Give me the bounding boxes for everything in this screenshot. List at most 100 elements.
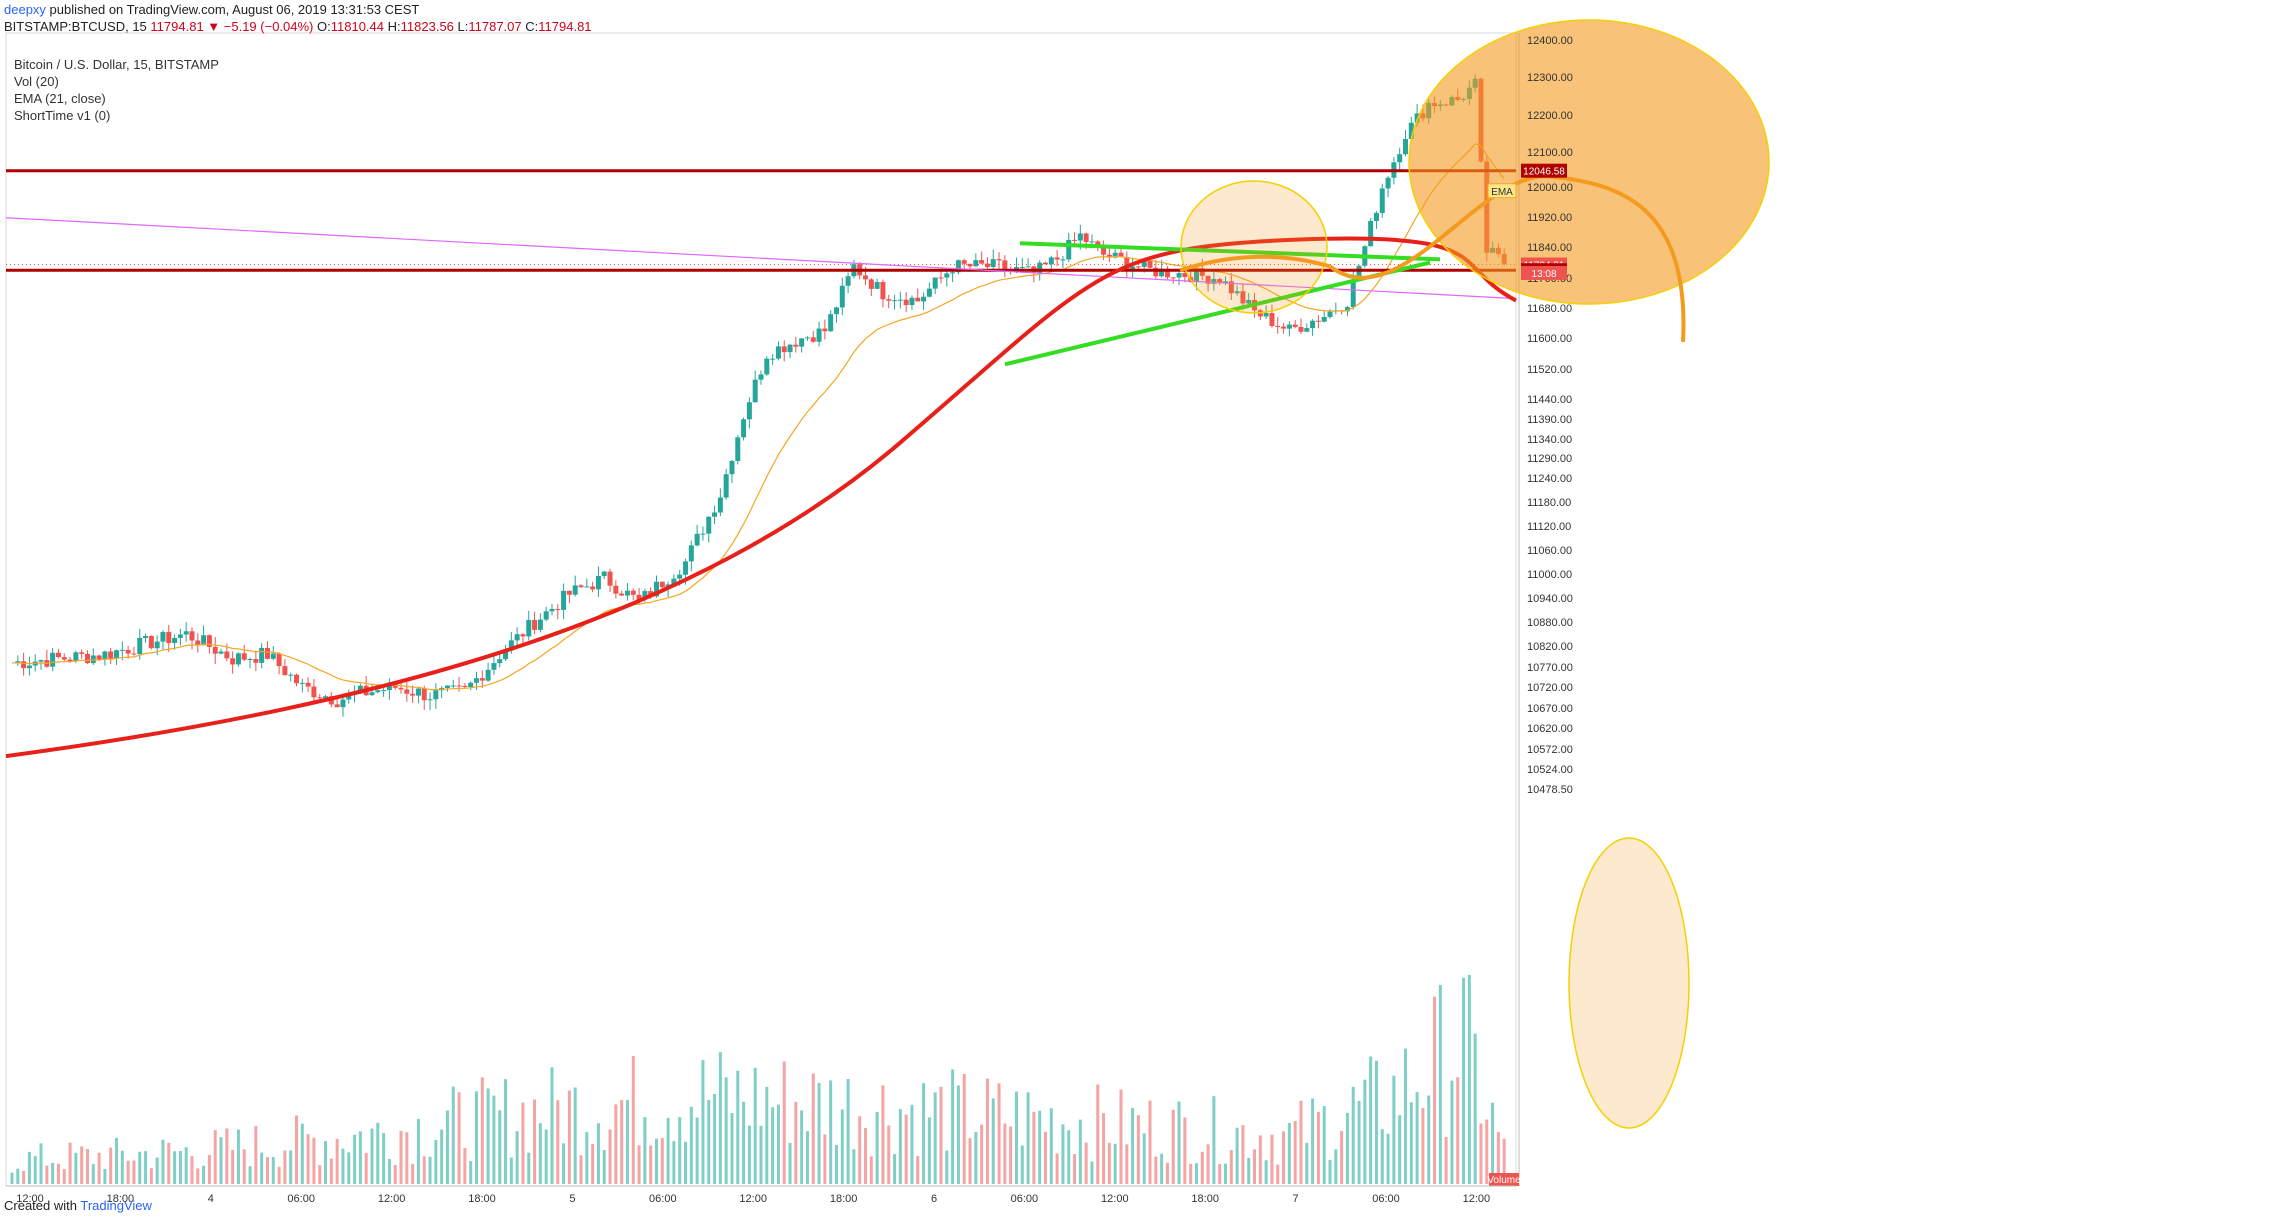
volume-bar: [51, 1162, 55, 1184]
volume-bar: [1305, 1142, 1309, 1184]
volume-bar: [718, 1052, 722, 1184]
volume-bar: [1206, 1144, 1210, 1184]
candle-body: [1153, 267, 1159, 277]
legend-shorttime: ShortTime v1 (0): [14, 108, 111, 123]
candle-body: [938, 277, 944, 279]
candle-body: [1368, 220, 1374, 247]
candle-body: [717, 497, 723, 513]
volume-bar: [1183, 1117, 1187, 1184]
volume-bar: [625, 1100, 629, 1184]
volume-bar: [126, 1160, 130, 1184]
volume-bar: [684, 1141, 688, 1184]
candle-body: [758, 374, 764, 380]
x-tick-label: 06:00: [1372, 1193, 1400, 1205]
volume-bar: [492, 1095, 496, 1184]
candle-body: [299, 682, 305, 684]
volume-bar: [695, 1117, 699, 1184]
candle-body: [1199, 268, 1205, 276]
candle-body: [50, 652, 56, 667]
volume-bar: [364, 1152, 368, 1184]
volume-bar: [1409, 1102, 1413, 1184]
volume-bar: [202, 1165, 206, 1184]
candle-body: [764, 358, 770, 375]
volume-bar: [474, 1091, 478, 1184]
volume-bar: [713, 1093, 717, 1184]
x-tick-label: 18:00: [107, 1193, 135, 1205]
x-tick-label: 06:00: [649, 1193, 677, 1205]
volume-bar: [341, 1148, 345, 1184]
candle-body: [683, 561, 689, 575]
symbol: BITSTAMP:BTCUSD, 15: [4, 19, 147, 34]
candle-body: [131, 653, 137, 655]
volume-bar: [300, 1123, 304, 1184]
candle-body: [415, 688, 421, 696]
volume-bar: [416, 1118, 420, 1184]
volume-bar: [56, 1163, 60, 1184]
candle-body: [1205, 275, 1211, 284]
low-value: 11787.07: [468, 19, 522, 34]
volume-bar: [289, 1150, 293, 1184]
candle-body: [741, 419, 747, 438]
volume-bar: [155, 1157, 159, 1184]
volume-bar: [277, 1166, 281, 1184]
candle-body: [450, 685, 456, 687]
y-tick-label: 10524.00: [1527, 764, 1573, 776]
close-value: 11794.81: [538, 19, 592, 34]
y-tick-label: 12000.00: [1527, 182, 1573, 194]
candle-body: [1077, 233, 1083, 241]
volume-bar: [382, 1133, 386, 1184]
volume-bar: [1287, 1122, 1291, 1184]
volume-bar: [161, 1139, 165, 1184]
tradingview-logo[interactable]: TradingView: [80, 1198, 152, 1213]
candle-body: [421, 688, 427, 701]
candle-body: [456, 685, 462, 687]
candle-body: [241, 653, 247, 660]
y-tick-label: 10820.00: [1527, 641, 1573, 653]
volume-bar: [1020, 1145, 1024, 1184]
volume-bar: [631, 1055, 635, 1184]
candle-body: [984, 263, 990, 268]
x-tick-label: 18:00: [830, 1193, 858, 1205]
volume-bar: [213, 1130, 217, 1184]
price-axis-badge: [1521, 163, 1567, 178]
y-tick-label: 12300.00: [1527, 72, 1573, 84]
author-link[interactable]: deepxy: [4, 2, 46, 17]
candle-body: [514, 634, 520, 641]
volume-bar: [614, 1104, 618, 1184]
x-tick-label: 6: [931, 1193, 937, 1205]
candle-body: [1402, 139, 1408, 155]
volume-bar: [800, 1110, 804, 1184]
volume-bar: [486, 1088, 490, 1184]
candle-body: [1106, 254, 1112, 258]
volume-bar: [985, 1078, 989, 1184]
candle-body: [1002, 260, 1008, 269]
volume-bar: [654, 1138, 658, 1184]
candle-body: [532, 620, 538, 630]
candle-body: [996, 259, 1002, 261]
candle-body: [1228, 281, 1234, 294]
candle-body: [433, 690, 439, 700]
candle-body: [334, 704, 340, 708]
candle-body: [804, 337, 810, 339]
candle-body: [386, 682, 392, 691]
volume-bar: [1241, 1125, 1245, 1184]
candle-body: [892, 300, 898, 302]
volume-bar: [10, 1172, 14, 1184]
candle-body: [926, 288, 932, 297]
candle-body: [886, 299, 892, 301]
candle-body: [653, 581, 659, 597]
candle-body: [561, 590, 567, 610]
candle-body: [1159, 268, 1165, 277]
volume-bar: [347, 1152, 351, 1184]
volume-bar: [457, 1092, 461, 1184]
volume-bar: [1421, 1108, 1425, 1184]
candle-body: [282, 666, 288, 676]
candle-body: [979, 260, 985, 264]
volume-bar: [672, 1141, 676, 1184]
highlight-ellipse-small: [1180, 180, 1328, 314]
volume-bar: [840, 1109, 844, 1184]
volume-bar: [1044, 1131, 1048, 1184]
candle-body: [1060, 259, 1066, 261]
high-label: H:: [387, 19, 401, 34]
